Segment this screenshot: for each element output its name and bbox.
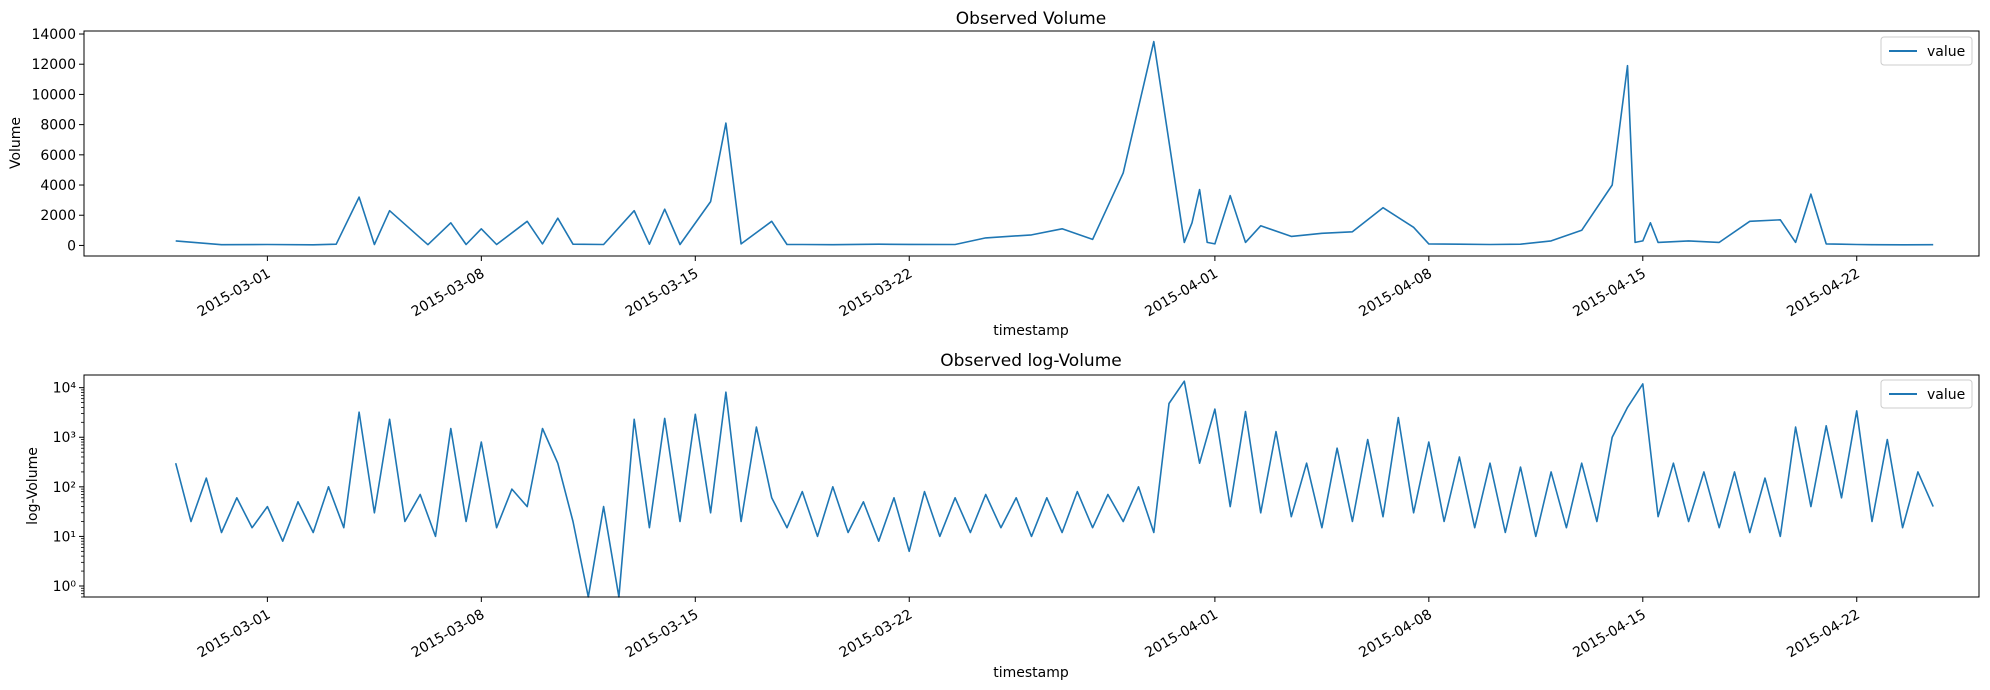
x-tick-label: 2015-03-08 — [409, 266, 487, 321]
y-tick-label: 10² — [53, 480, 76, 496]
x-tick-label: 2015-04-22 — [1784, 607, 1862, 662]
y-tick-label: 10000 — [31, 87, 76, 103]
subplot-volume: Observed Volume 0 2000 4000 6000 8000 10000 12… — [8, 9, 1980, 339]
legend-box — [1880, 379, 1973, 409]
y-tick-label: 10⁴ — [53, 381, 77, 397]
legend-entry-value: value — [1927, 44, 1965, 60]
y-tick-label: 14000 — [31, 27, 76, 43]
x-tick-label: 2015-03-08 — [409, 607, 487, 662]
chart-title: Observed Volume — [956, 9, 1106, 29]
plot-area — [175, 40, 1934, 246]
x-tick-label: 2015-03-01 — [195, 607, 273, 662]
x-axis-label: timestamp — [993, 323, 1069, 339]
x-tick-label: 2015-03-01 — [195, 266, 273, 321]
x-axis-label: timestamp — [993, 665, 1069, 681]
x-tick-label: 2015-03-15 — [623, 266, 701, 321]
x-tick-label: 2015-04-22 — [1784, 266, 1862, 321]
axes-frame — [83, 30, 1980, 257]
y-tick-label: 10⁰ — [53, 579, 77, 595]
x-tick-label: 2015-04-15 — [1570, 266, 1648, 321]
y-axis-label: Volume — [8, 117, 24, 169]
axes-frame — [83, 374, 1980, 598]
tick-group: 10⁰ 10¹ 10² 10³ 10⁴ 2015-03-01 2015-03-08 2015-… — [53, 381, 1863, 661]
legend-box — [1880, 36, 1973, 66]
x-tick-label: 2015-04-08 — [1356, 607, 1434, 662]
legend-entry-value: value — [1927, 387, 1965, 403]
chart-title: Observed log-Volume — [940, 351, 1121, 371]
x-tick-label: 2015-04-01 — [1142, 266, 1220, 321]
series-line-value — [175, 40, 1934, 246]
y-tick-label: 12000 — [31, 57, 76, 73]
y-tick-label: 4000 — [40, 178, 76, 194]
x-tick-label: 2015-03-22 — [837, 266, 915, 321]
x-tick-label: 2015-03-15 — [623, 607, 701, 662]
y-tick-label: 8000 — [40, 118, 76, 134]
y-tick-label: 0 — [67, 238, 76, 254]
y-tick-label: 10³ — [53, 430, 76, 446]
y-tick-label: 10¹ — [53, 529, 76, 545]
legend: value — [1880, 379, 1973, 409]
x-tick-label: 2015-04-15 — [1570, 607, 1648, 662]
x-tick-label: 2015-04-01 — [1142, 607, 1220, 662]
x-tick-label: 2015-04-08 — [1356, 266, 1434, 321]
plot-area — [174, 380, 1934, 598]
series-line-value — [174, 380, 1934, 598]
y-tick-label: 2000 — [40, 208, 76, 224]
x-tick-label: 2015-03-22 — [837, 607, 915, 662]
legend: value — [1880, 36, 1973, 66]
y-axis-label: log-Volume — [25, 447, 41, 525]
y-tick-label: 6000 — [40, 148, 76, 164]
tick-group: 0 2000 4000 6000 8000 10000 12000 14000 2015-03-… — [31, 27, 1862, 320]
subplot-log-volume: Observed log-Volume 10⁰ 10¹ 10² 10³ 10⁴ 2015-… — [25, 351, 1980, 681]
